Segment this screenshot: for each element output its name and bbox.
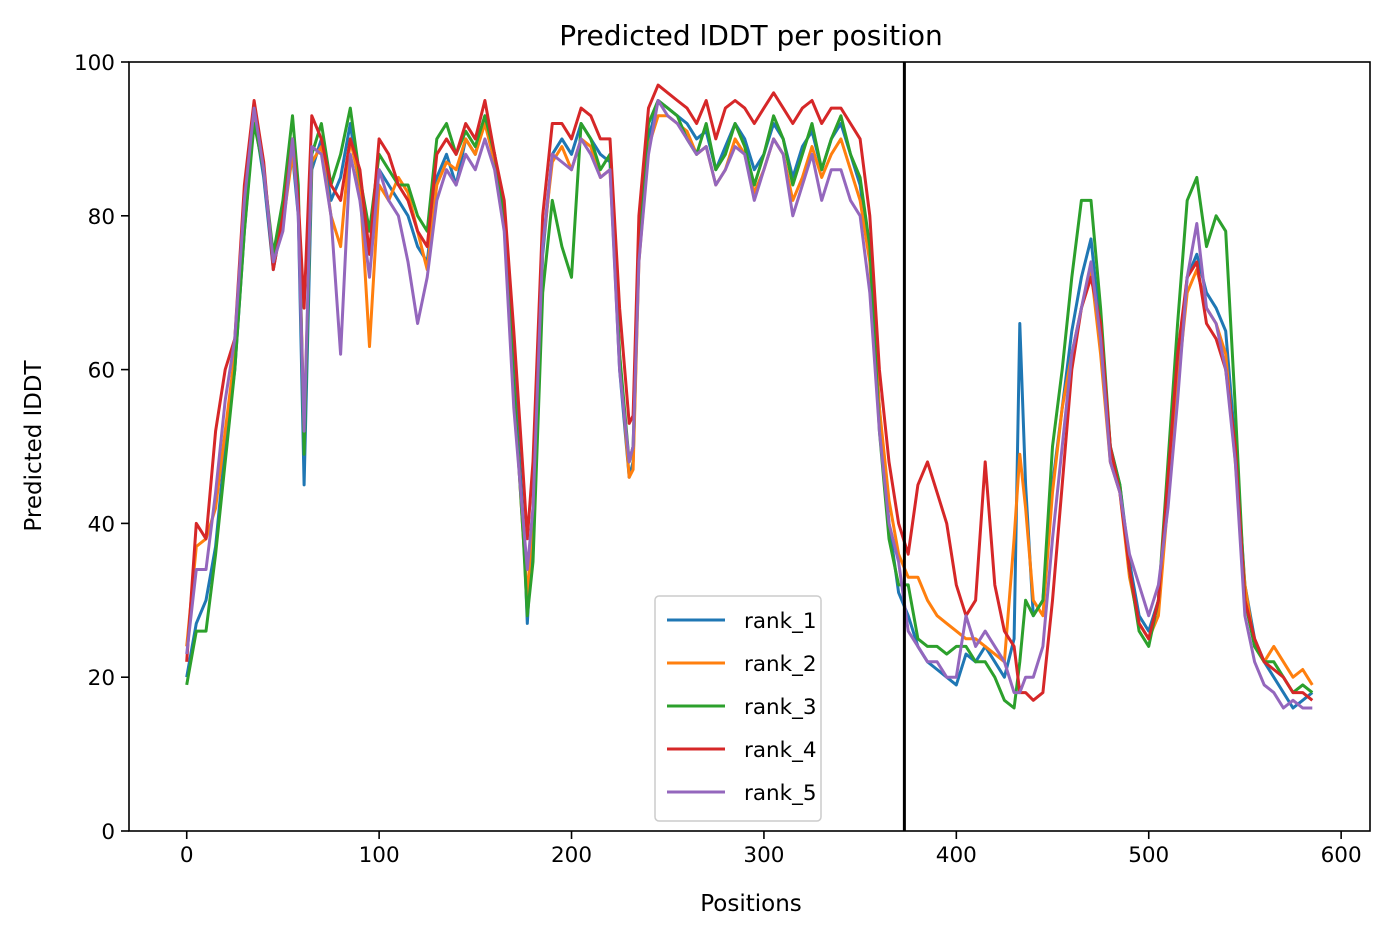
legend: rank_1 rank_2 rank_3 rank_4 rank_5	[654, 595, 822, 822]
x-tick-label: 300	[743, 843, 784, 868]
y-tick-label: 100	[74, 51, 115, 76]
legend-label-rank_3: rank_3	[744, 695, 817, 720]
y-tick-label: 80	[88, 205, 115, 230]
plot-area-frame	[128, 61, 1371, 832]
y-tick-label: 60	[88, 359, 115, 384]
x-tick-label: 600	[1321, 843, 1362, 868]
y-tick-label: 20	[88, 666, 115, 691]
series-layer	[185, 83, 1314, 710]
y-tick-label: 40	[88, 512, 115, 537]
legend-label-rank_5: rank_5	[744, 781, 817, 806]
x-axis-label: Positions	[700, 891, 802, 917]
x-tick-label: 100	[359, 843, 400, 868]
chart-title: Predicted lDDT per position	[559, 19, 943, 52]
legend-label-rank_1: rank_1	[744, 609, 817, 634]
y-axis: 0 20 40 60 80 100	[74, 51, 129, 845]
y-tick-label: 0	[101, 820, 115, 845]
legend-box	[654, 595, 822, 822]
x-tick-label: 500	[1128, 843, 1169, 868]
series-line-rank_5	[185, 99, 1313, 710]
y-axis-label: Predicted lDDT	[21, 359, 47, 531]
legend-label-rank_2: rank_2	[744, 652, 817, 677]
x-tick-label: 0	[180, 843, 194, 868]
legend-label-rank_4: rank_4	[744, 738, 817, 763]
x-tick-label: 200	[551, 843, 592, 868]
x-tick-label: 400	[936, 843, 977, 868]
x-axis: 0 100 200 300 400 500 600	[180, 831, 1362, 868]
